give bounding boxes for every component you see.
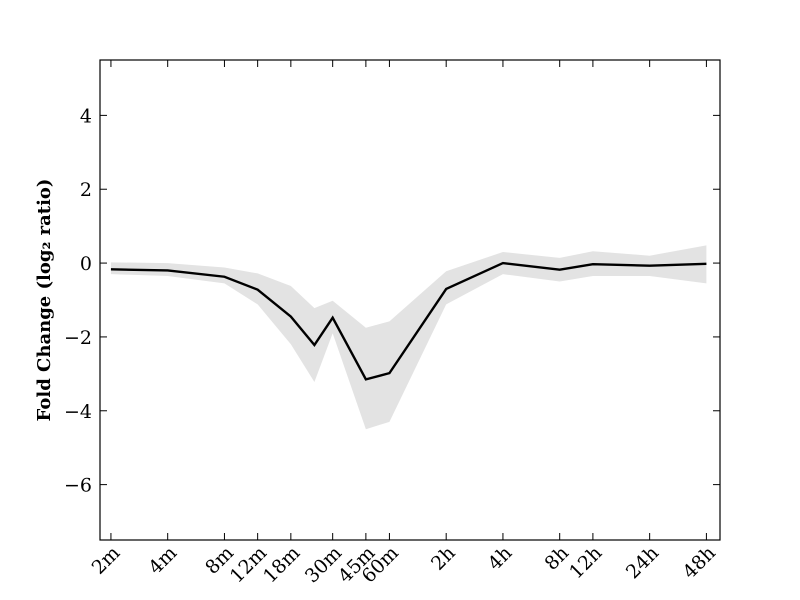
x-tick-label: 12m	[226, 542, 271, 587]
y-tick-label: 4	[80, 105, 92, 127]
plot-frame	[99, 59, 721, 541]
x-tick-label: 4h	[484, 542, 517, 575]
y-tick-label: −4	[64, 401, 92, 423]
y-tick-label: −6	[64, 475, 92, 497]
fold-change-line	[110, 261, 707, 381]
x-tick-label: 12h	[565, 542, 606, 583]
y-tick-label: 0	[80, 253, 92, 275]
y-axis-title: Fold Change (log₂ ratio)	[34, 179, 55, 422]
x-tick-label: 4m	[144, 542, 181, 579]
x-tick-label: 2m	[88, 542, 125, 579]
x-tick-label: 24h	[622, 542, 663, 583]
series-line-layer	[110, 261, 707, 381]
y-tick-label: 2	[80, 179, 92, 201]
x-tick-label: 18m	[259, 542, 304, 587]
x-tick-label: 30m	[301, 542, 346, 587]
x-tick-label: 2h	[427, 542, 460, 575]
y-tick-label: −2	[64, 327, 92, 349]
x-tick-label: 48h	[679, 542, 720, 583]
